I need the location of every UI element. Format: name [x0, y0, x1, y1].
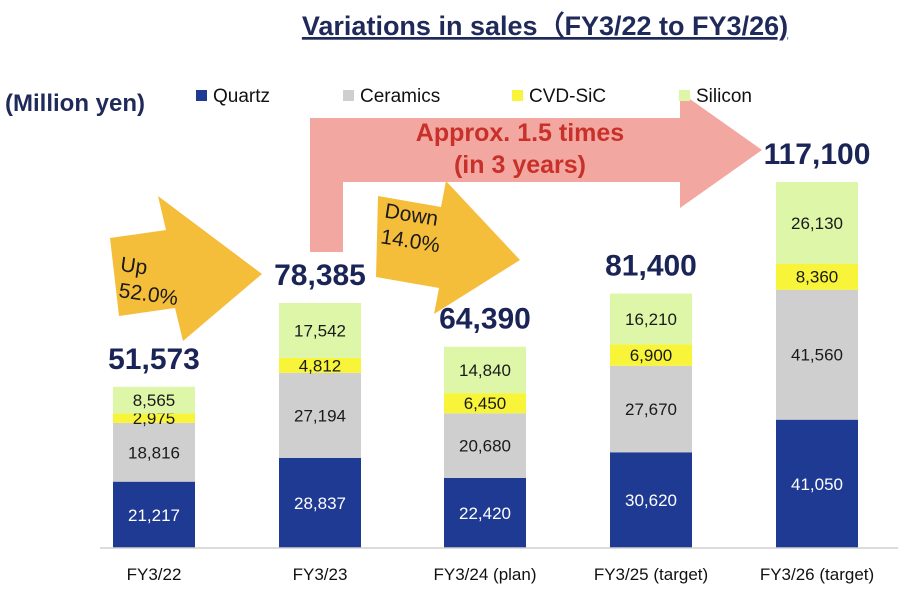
segment-label: 27,670: [625, 400, 677, 419]
segment-label: 4,812: [299, 356, 342, 375]
segment-label: 8,565: [133, 391, 176, 410]
total-label: 64,390: [439, 303, 531, 336]
bar-segment: [444, 413, 526, 478]
legend-swatch-2: [512, 90, 523, 101]
bar-segment: [610, 365, 692, 453]
down-arrow: [376, 181, 520, 314]
bar-segment: [610, 293, 692, 345]
bar-segment: [610, 344, 692, 366]
category-labels: FY3/22 FY3/23 FY3/24 (plan) FY3/25 (target)…: [127, 565, 875, 584]
segment-label: 14,840: [459, 361, 511, 380]
segment-label: 17,542: [294, 321, 346, 340]
category-label: FY3/22: [127, 565, 182, 584]
bar-segment: [776, 263, 858, 290]
up-annotation-line1: Up: [119, 253, 149, 280]
segment-label: 20,680: [459, 437, 511, 456]
bar-segment: [113, 413, 195, 423]
legend-swatch-1: [343, 90, 354, 101]
segment-label: 2,975: [133, 409, 176, 428]
category-label: FY3/25 (target): [594, 565, 708, 584]
category-label: FY3/23: [293, 565, 348, 584]
segment-label: 21,217: [128, 506, 180, 525]
bar-segment: [776, 289, 858, 420]
segment-label: 8,360: [796, 268, 839, 287]
segment-label: 26,130: [791, 214, 843, 233]
growth-annotation-line1: Approx. 1.5 times: [416, 119, 624, 147]
legend-swatch-3: [679, 90, 690, 101]
bar-segment: [279, 357, 361, 373]
chart-title: Variations in sales（FY3/22 to FY3/26): [302, 11, 788, 41]
legend-label-2: CVD-SiC: [529, 86, 606, 107]
bar-segment: [279, 372, 361, 458]
bar-segment: [444, 393, 526, 414]
segment-label: 6,900: [630, 346, 673, 365]
segment-label: 27,194: [294, 406, 346, 425]
legend-label-3: Silicon: [696, 86, 752, 107]
bar-segment: [610, 452, 692, 548]
bar-segment: [113, 422, 195, 482]
bar-segment: [776, 182, 858, 264]
unit-label: (Million yen): [5, 90, 145, 117]
segment-label: 41,560: [791, 346, 843, 365]
legend-label-0: Quartz: [213, 86, 270, 107]
legend: Quartz Ceramics CVD-SiC Silicon: [196, 86, 752, 107]
bar-segment: [776, 419, 858, 548]
bar-segment: [444, 477, 526, 548]
legend-swatch-0: [196, 90, 207, 101]
growth-arrow: [310, 92, 762, 252]
bar-segment: [279, 457, 361, 548]
growth-annotation-line2: (in 3 years): [454, 151, 586, 179]
bar-segment: [444, 346, 526, 394]
segment-label: 18,816: [128, 443, 180, 462]
up-arrow: [110, 196, 262, 341]
bar-segment: [279, 303, 361, 358]
segment-label: 41,050: [791, 475, 843, 494]
category-label: FY3/26 (target): [760, 565, 874, 584]
bar-segment: [113, 481, 195, 548]
total-label: 81,400: [605, 250, 697, 283]
total-label: 78,385: [274, 259, 366, 292]
bar-segment: [113, 386, 195, 414]
segment-label: 6,450: [464, 394, 507, 413]
legend-label-1: Ceramics: [360, 86, 440, 107]
total-label: 51,573: [108, 343, 200, 376]
category-label: FY3/24 (plan): [434, 565, 537, 584]
segment-label: 28,837: [294, 494, 346, 513]
total-labels: 51,573 78,385 64,390 81,400 117,100: [108, 138, 870, 376]
total-label: 117,100: [764, 138, 871, 171]
segment-label: 30,620: [625, 491, 677, 510]
segment-label: 22,420: [459, 504, 511, 523]
segment-label: 16,210: [625, 310, 677, 329]
